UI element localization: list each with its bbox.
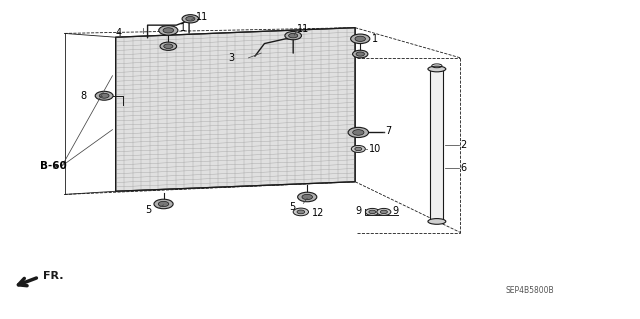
Circle shape — [164, 44, 173, 48]
Text: B-60: B-60 — [40, 161, 67, 171]
Circle shape — [158, 201, 169, 207]
Circle shape — [186, 17, 195, 21]
Circle shape — [380, 210, 387, 214]
Text: 1: 1 — [180, 23, 186, 33]
Text: 7: 7 — [385, 126, 392, 136]
Circle shape — [163, 28, 173, 33]
Polygon shape — [116, 28, 355, 191]
Text: 5: 5 — [146, 205, 152, 215]
Text: FR.: FR. — [43, 271, 63, 281]
Circle shape — [356, 52, 364, 56]
Circle shape — [369, 210, 376, 214]
Text: 2: 2 — [461, 140, 467, 150]
Circle shape — [160, 42, 177, 50]
Circle shape — [154, 199, 173, 209]
Circle shape — [353, 50, 368, 58]
Circle shape — [297, 210, 305, 214]
Circle shape — [351, 145, 365, 152]
Text: 11: 11 — [297, 24, 309, 34]
Circle shape — [302, 194, 312, 200]
Text: SEP4B5800B: SEP4B5800B — [505, 286, 554, 295]
Text: 3: 3 — [228, 54, 234, 63]
Circle shape — [159, 26, 178, 35]
Circle shape — [285, 32, 301, 40]
Circle shape — [99, 93, 109, 98]
Circle shape — [365, 208, 380, 215]
Circle shape — [289, 33, 298, 38]
Circle shape — [355, 36, 365, 41]
Circle shape — [353, 130, 364, 135]
Text: 6: 6 — [461, 163, 467, 173]
Circle shape — [298, 192, 317, 202]
Text: 10: 10 — [369, 144, 381, 154]
Text: 1: 1 — [372, 34, 378, 44]
Ellipse shape — [428, 66, 446, 72]
Text: 12: 12 — [312, 208, 324, 218]
Circle shape — [348, 127, 369, 137]
Circle shape — [351, 34, 370, 44]
Circle shape — [95, 91, 113, 100]
Bar — [431, 69, 444, 221]
Text: 5: 5 — [289, 202, 296, 211]
Text: 4: 4 — [116, 28, 122, 38]
Text: 11: 11 — [195, 11, 208, 22]
Text: 9: 9 — [356, 206, 362, 216]
Circle shape — [293, 208, 308, 216]
Text: 8: 8 — [80, 91, 86, 101]
Circle shape — [182, 15, 198, 23]
Ellipse shape — [428, 219, 446, 224]
Circle shape — [377, 208, 391, 215]
Text: 9: 9 — [393, 206, 399, 216]
Circle shape — [355, 147, 362, 151]
